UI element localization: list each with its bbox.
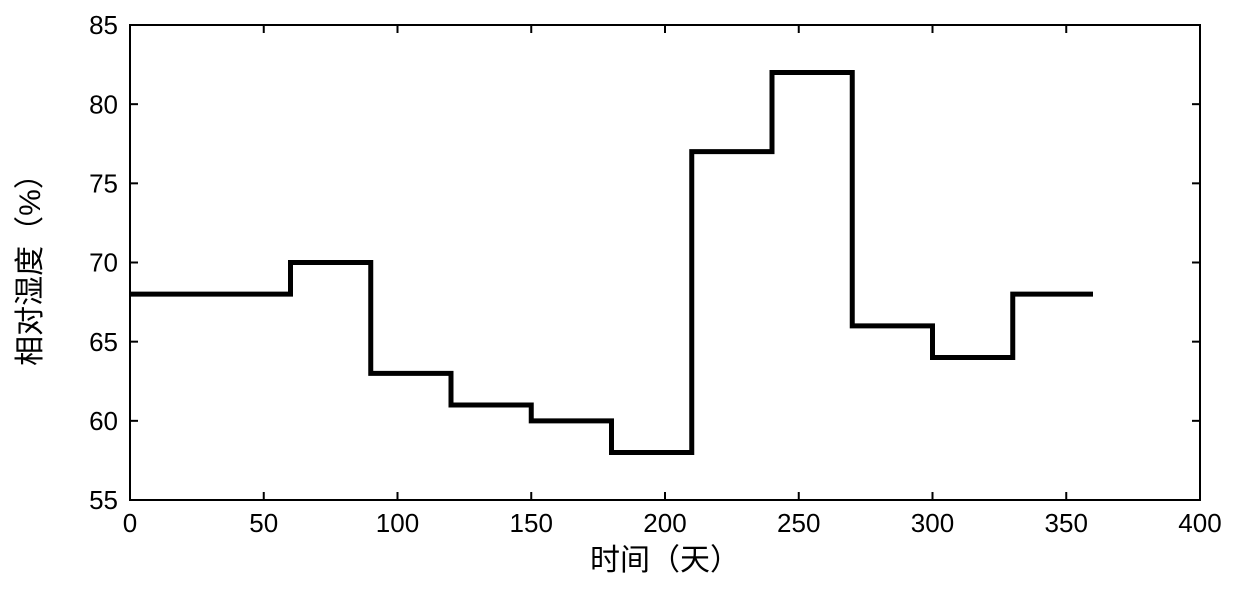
step-chart: 0 50 100 150 200 250 300 350 400 55 60 65 70 75 80 85 时间…	[0, 0, 1240, 602]
x-tick-label: 350	[1045, 508, 1088, 538]
x-tick-label: 0	[123, 508, 137, 538]
x-tick-label: 50	[249, 508, 278, 538]
x-tick-label: 400	[1178, 508, 1221, 538]
x-tick-label: 100	[376, 508, 419, 538]
x-tick-label: 300	[911, 508, 954, 538]
x-tick-label: 200	[643, 508, 686, 538]
x-tick-label: 150	[510, 508, 553, 538]
y-axis-label: 相对湿度（%）	[14, 159, 47, 366]
y-tick-label: 85	[89, 10, 118, 40]
x-tick-label: 250	[777, 508, 820, 538]
x-axis-label: 时间（天）	[590, 544, 740, 577]
y-tick-label: 55	[89, 485, 118, 515]
y-tick-label: 65	[89, 327, 118, 357]
y-tick-label: 70	[89, 248, 118, 278]
y-tick-label: 60	[89, 406, 118, 436]
y-tick-label: 75	[89, 168, 118, 198]
y-tick-label: 80	[89, 89, 118, 119]
